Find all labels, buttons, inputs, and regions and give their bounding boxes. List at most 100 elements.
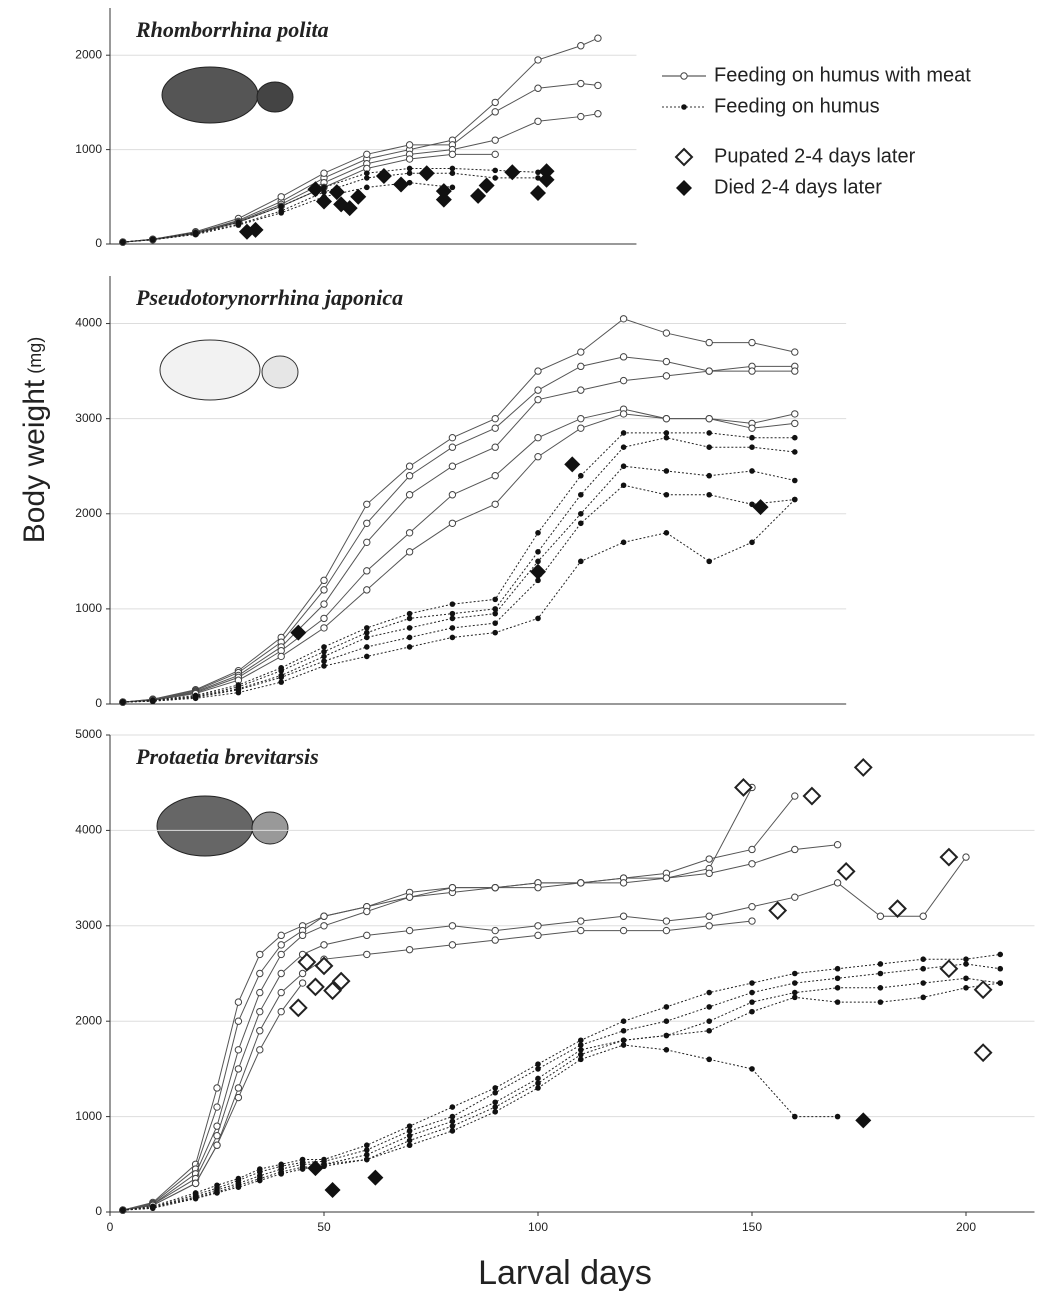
x-axis-title: Larval days <box>478 1254 652 1292</box>
filled-marker <box>406 170 413 176</box>
open-marker <box>534 386 542 394</box>
open-marker <box>320 600 328 608</box>
filled-marker <box>792 980 798 986</box>
panel-title: Pseudotorynorrhina japonica <box>135 285 403 310</box>
open-marker <box>256 969 264 978</box>
x-tick-label: 200 <box>956 1220 976 1234</box>
filled-marker <box>749 989 755 996</box>
open-marker <box>534 922 542 930</box>
open-marker <box>491 136 499 144</box>
filled-marker <box>449 1113 456 1120</box>
filled-marker <box>663 1032 670 1039</box>
filled-marker <box>278 674 285 681</box>
open-marker <box>277 931 285 940</box>
pupated-marker <box>306 977 325 997</box>
open-marker <box>405 491 414 499</box>
open-marker <box>705 414 713 423</box>
filled-marker <box>321 1161 327 1168</box>
filled-marker <box>150 698 156 704</box>
filled-marker <box>492 596 499 603</box>
open-marker <box>363 907 371 916</box>
died-marker <box>470 187 487 204</box>
filled-marker <box>120 699 126 705</box>
filled-marker <box>535 1066 541 1072</box>
open-marker <box>594 81 602 90</box>
filled-marker <box>749 444 755 451</box>
died-marker <box>478 177 495 194</box>
filled-marker <box>706 1056 712 1063</box>
open-marker <box>577 917 585 925</box>
filled-marker <box>749 539 755 546</box>
filled-marker <box>920 965 926 972</box>
open-marker <box>234 1017 243 1025</box>
open-marker <box>234 1065 243 1073</box>
open-marker <box>491 98 499 107</box>
died-marker <box>435 183 452 200</box>
filled-marker <box>578 510 584 517</box>
open-marker <box>833 841 842 849</box>
y-axis-title-text: Body weight <box>18 379 51 543</box>
died-marker <box>350 188 367 205</box>
open-marker <box>662 926 671 935</box>
died-marker <box>504 164 521 181</box>
filled-marker <box>192 695 199 702</box>
y-tick-label: 4000 <box>75 316 102 330</box>
open-marker <box>277 652 285 661</box>
open-marker <box>577 112 585 121</box>
open-marker <box>320 912 328 920</box>
x-tick-label: 150 <box>742 1220 762 1234</box>
filled-marker <box>364 184 370 191</box>
series-line <box>122 977 1001 1211</box>
died-marker <box>290 624 307 641</box>
open-marker <box>577 386 585 394</box>
open-marker <box>705 922 713 930</box>
filled-marker <box>278 679 285 685</box>
filled-marker <box>749 501 755 508</box>
open-marker <box>662 372 671 380</box>
filled-marker <box>877 999 884 1005</box>
filled-marker <box>150 236 156 243</box>
filled-marker <box>663 1047 670 1053</box>
filled-marker <box>235 222 242 228</box>
died-marker <box>324 1182 341 1199</box>
filled-marker <box>321 663 327 669</box>
filled-marker <box>620 1037 627 1044</box>
filled-marker <box>278 1171 285 1177</box>
filled-marker <box>834 965 841 972</box>
y-tick-label: 1000 <box>75 1109 102 1123</box>
filled-marker <box>792 994 798 1001</box>
open-marker <box>448 941 457 949</box>
open-marker <box>363 950 371 959</box>
open-marker <box>363 150 371 159</box>
filled-marker <box>877 970 884 977</box>
filled-marker <box>834 1113 841 1120</box>
filled-marker <box>535 1080 541 1087</box>
open-marker <box>791 845 799 854</box>
open-marker <box>448 491 457 499</box>
open-marker <box>448 922 457 930</box>
open-marker <box>705 338 713 347</box>
open-marker <box>256 950 264 959</box>
open-marker <box>791 348 799 356</box>
legend-label: Feeding on humus <box>714 95 880 117</box>
filled-marker <box>963 961 969 967</box>
open-marker <box>213 1084 221 1092</box>
filled-marker <box>406 1137 413 1144</box>
filled-marker <box>706 558 712 565</box>
died-marker <box>247 221 264 238</box>
open-marker <box>405 472 414 480</box>
filled-marker <box>364 1142 370 1149</box>
filled-marker <box>620 444 627 451</box>
filled-marker <box>235 1184 242 1190</box>
died-marker <box>341 200 358 217</box>
open-marker <box>919 912 927 920</box>
open-marker <box>405 893 414 901</box>
series-line <box>122 1044 838 1211</box>
open-marker <box>619 912 628 920</box>
filled-marker <box>406 644 413 650</box>
filled-marker <box>321 658 327 664</box>
filled-marker <box>834 999 841 1005</box>
filled-marker <box>492 610 499 617</box>
filled-marker <box>406 1142 413 1149</box>
open-marker <box>791 792 799 800</box>
